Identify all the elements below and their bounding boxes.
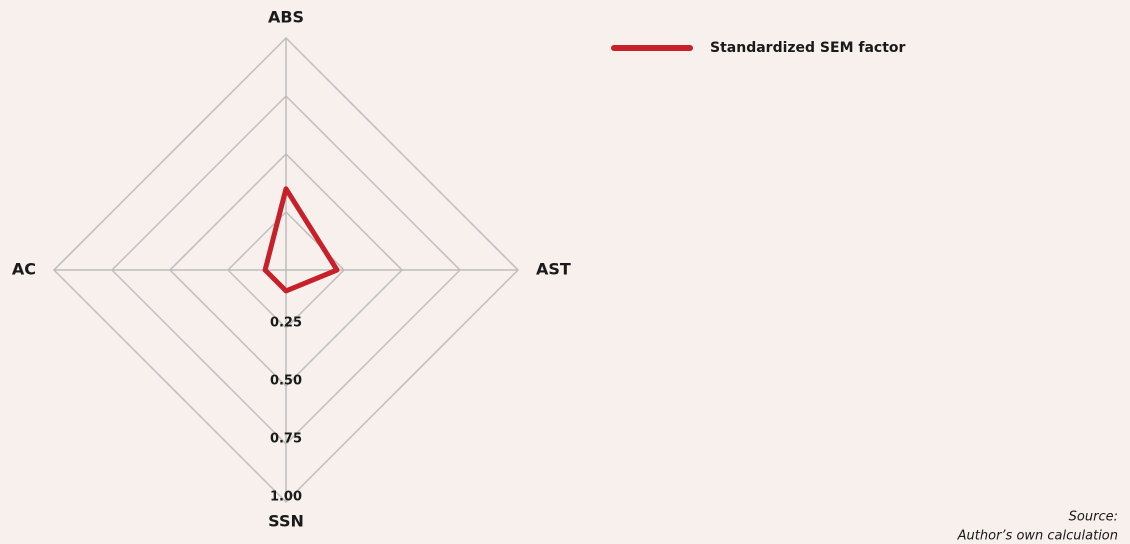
axis-label: AC	[12, 260, 36, 279]
legend-label: Standardized SEM factor	[710, 40, 906, 56]
axis-label: ABS	[268, 8, 304, 27]
source-label: Source:	[1069, 510, 1118, 525]
r-tick-label: 0.75	[270, 432, 302, 447]
r-tick-label: 1.00	[270, 490, 302, 505]
axis-label: SSN	[268, 512, 304, 531]
axis-label: AST	[536, 260, 571, 279]
source-text: Author’s own calculation	[957, 529, 1118, 544]
series-line	[262, 186, 340, 294]
r-tick-label: 0.50	[270, 374, 302, 389]
r-tick-label: 0.25	[270, 316, 302, 331]
